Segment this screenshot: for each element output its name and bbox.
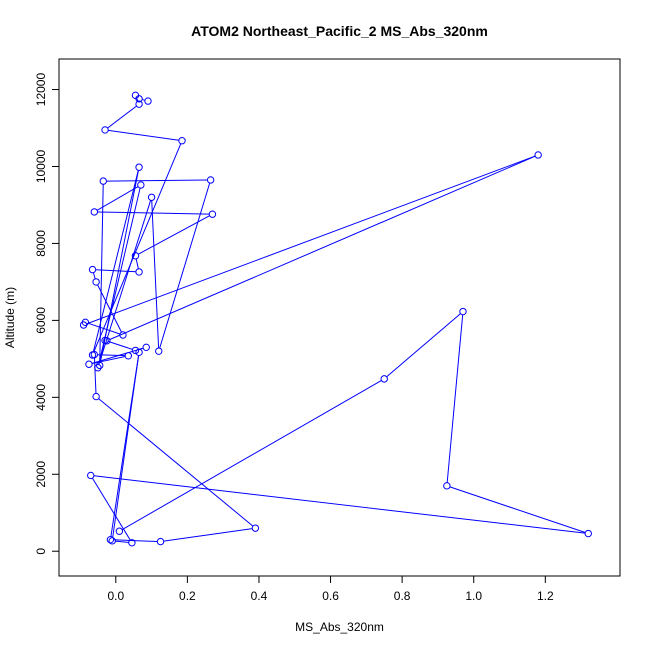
data-point bbox=[106, 535, 115, 544]
y-tick-label: 2000 bbox=[34, 461, 48, 488]
series-line-segment bbox=[112, 355, 140, 538]
data-point bbox=[251, 524, 260, 532]
data-point bbox=[208, 210, 217, 218]
plot-frame bbox=[58, 58, 621, 577]
x-axis-label: MS_Abs_320nm bbox=[295, 620, 384, 634]
series-line-segment bbox=[135, 258, 139, 269]
data-point bbox=[90, 350, 99, 359]
data-point bbox=[92, 278, 100, 286]
x-tick-label: 0.6 bbox=[322, 589, 339, 603]
series-line-segment bbox=[96, 186, 139, 211]
x-tick-label: 1.0 bbox=[465, 589, 482, 603]
data-point bbox=[101, 126, 109, 134]
series-line-segment bbox=[108, 129, 179, 141]
series-line-segment bbox=[97, 354, 126, 357]
series-line-segment bbox=[86, 155, 536, 325]
x-tick-label: 0.0 bbox=[107, 589, 124, 603]
series-altitude-profile bbox=[79, 91, 592, 547]
series-line-segment bbox=[91, 355, 126, 365]
data-point bbox=[92, 392, 100, 401]
data-point bbox=[124, 352, 133, 360]
data-point bbox=[128, 539, 136, 547]
data-point bbox=[101, 336, 109, 345]
series-line-segment bbox=[95, 269, 136, 273]
data-point bbox=[95, 361, 104, 370]
series-line-segment bbox=[93, 475, 586, 534]
series-line-segment bbox=[113, 539, 158, 542]
x-tick-label: 0.8 bbox=[394, 589, 411, 603]
series-line-segment bbox=[151, 200, 160, 348]
data-point bbox=[135, 163, 143, 171]
series-line-segment bbox=[386, 313, 461, 378]
data-point bbox=[534, 151, 542, 159]
data-point bbox=[147, 193, 156, 201]
data-point bbox=[135, 268, 143, 276]
y-tick-label: 10000 bbox=[34, 149, 48, 183]
data-point bbox=[178, 137, 186, 145]
y-axis: 0 2000 4000 6000 8000 10000 12000 bbox=[34, 73, 60, 555]
series-line-segment bbox=[138, 215, 210, 255]
series-line-segment bbox=[99, 184, 104, 363]
series-line-segment bbox=[109, 155, 536, 340]
data-point bbox=[79, 321, 88, 329]
y-tick-label: 4000 bbox=[34, 384, 48, 411]
data-point bbox=[94, 364, 102, 372]
chart-title: ATOM2 Northeast_Pacific_2 MS_Abs_320nm bbox=[191, 23, 488, 39]
data-point bbox=[142, 343, 150, 352]
data-point bbox=[131, 346, 140, 355]
data-point bbox=[88, 265, 97, 274]
series-line-segment bbox=[107, 105, 137, 129]
series-line-segment bbox=[93, 357, 97, 394]
data-point bbox=[131, 91, 140, 100]
data-point bbox=[144, 97, 152, 105]
series-line-segment bbox=[121, 380, 382, 531]
series-line-segment bbox=[446, 314, 464, 483]
data-point bbox=[135, 348, 143, 357]
series-line-segment bbox=[92, 272, 96, 279]
y-axis-label: Altitude (m) bbox=[3, 287, 17, 348]
series-line-segment bbox=[115, 540, 129, 543]
data-point bbox=[135, 100, 143, 108]
series-line-segment bbox=[159, 182, 211, 349]
data-point bbox=[99, 177, 107, 185]
data-point bbox=[115, 527, 124, 535]
x-tick-label: 1.2 bbox=[537, 589, 554, 603]
series-line-segment bbox=[106, 179, 208, 182]
x-axis: 0.0 0.2 0.4 0.6 0.8 1.0 1.2 bbox=[107, 575, 554, 603]
series-line-segment bbox=[449, 486, 586, 533]
data-point bbox=[108, 537, 116, 545]
series-line-segment bbox=[98, 398, 254, 527]
x-tick-label: 0.2 bbox=[179, 589, 196, 603]
data-point bbox=[206, 176, 215, 184]
x-tick-label: 0.4 bbox=[251, 589, 268, 603]
series-line-segment bbox=[97, 284, 122, 333]
data-point bbox=[380, 375, 388, 383]
series-line-segment bbox=[97, 211, 210, 215]
y-tick-label: 8000 bbox=[34, 230, 48, 257]
series-line-segment bbox=[91, 477, 131, 541]
data-point bbox=[584, 529, 592, 538]
y-tick-label: 0 bbox=[34, 548, 48, 555]
data-point bbox=[156, 537, 165, 546]
data-point bbox=[90, 208, 99, 216]
series-line-segment bbox=[98, 187, 141, 365]
data-point bbox=[119, 331, 127, 339]
data-point bbox=[459, 307, 467, 316]
series-line-segment bbox=[93, 143, 182, 353]
series-line-segment bbox=[107, 340, 133, 350]
series-line-segment bbox=[136, 98, 139, 102]
series-line-segment bbox=[163, 528, 253, 542]
data-point bbox=[85, 360, 93, 368]
data-point bbox=[131, 252, 140, 260]
data-point bbox=[443, 482, 451, 490]
series-line-segment bbox=[88, 322, 121, 335]
data-point bbox=[137, 181, 145, 189]
data-point bbox=[155, 347, 163, 355]
y-tick-label: 6000 bbox=[34, 307, 48, 334]
y-tick-label: 12000 bbox=[34, 73, 48, 107]
data-point bbox=[87, 471, 95, 480]
